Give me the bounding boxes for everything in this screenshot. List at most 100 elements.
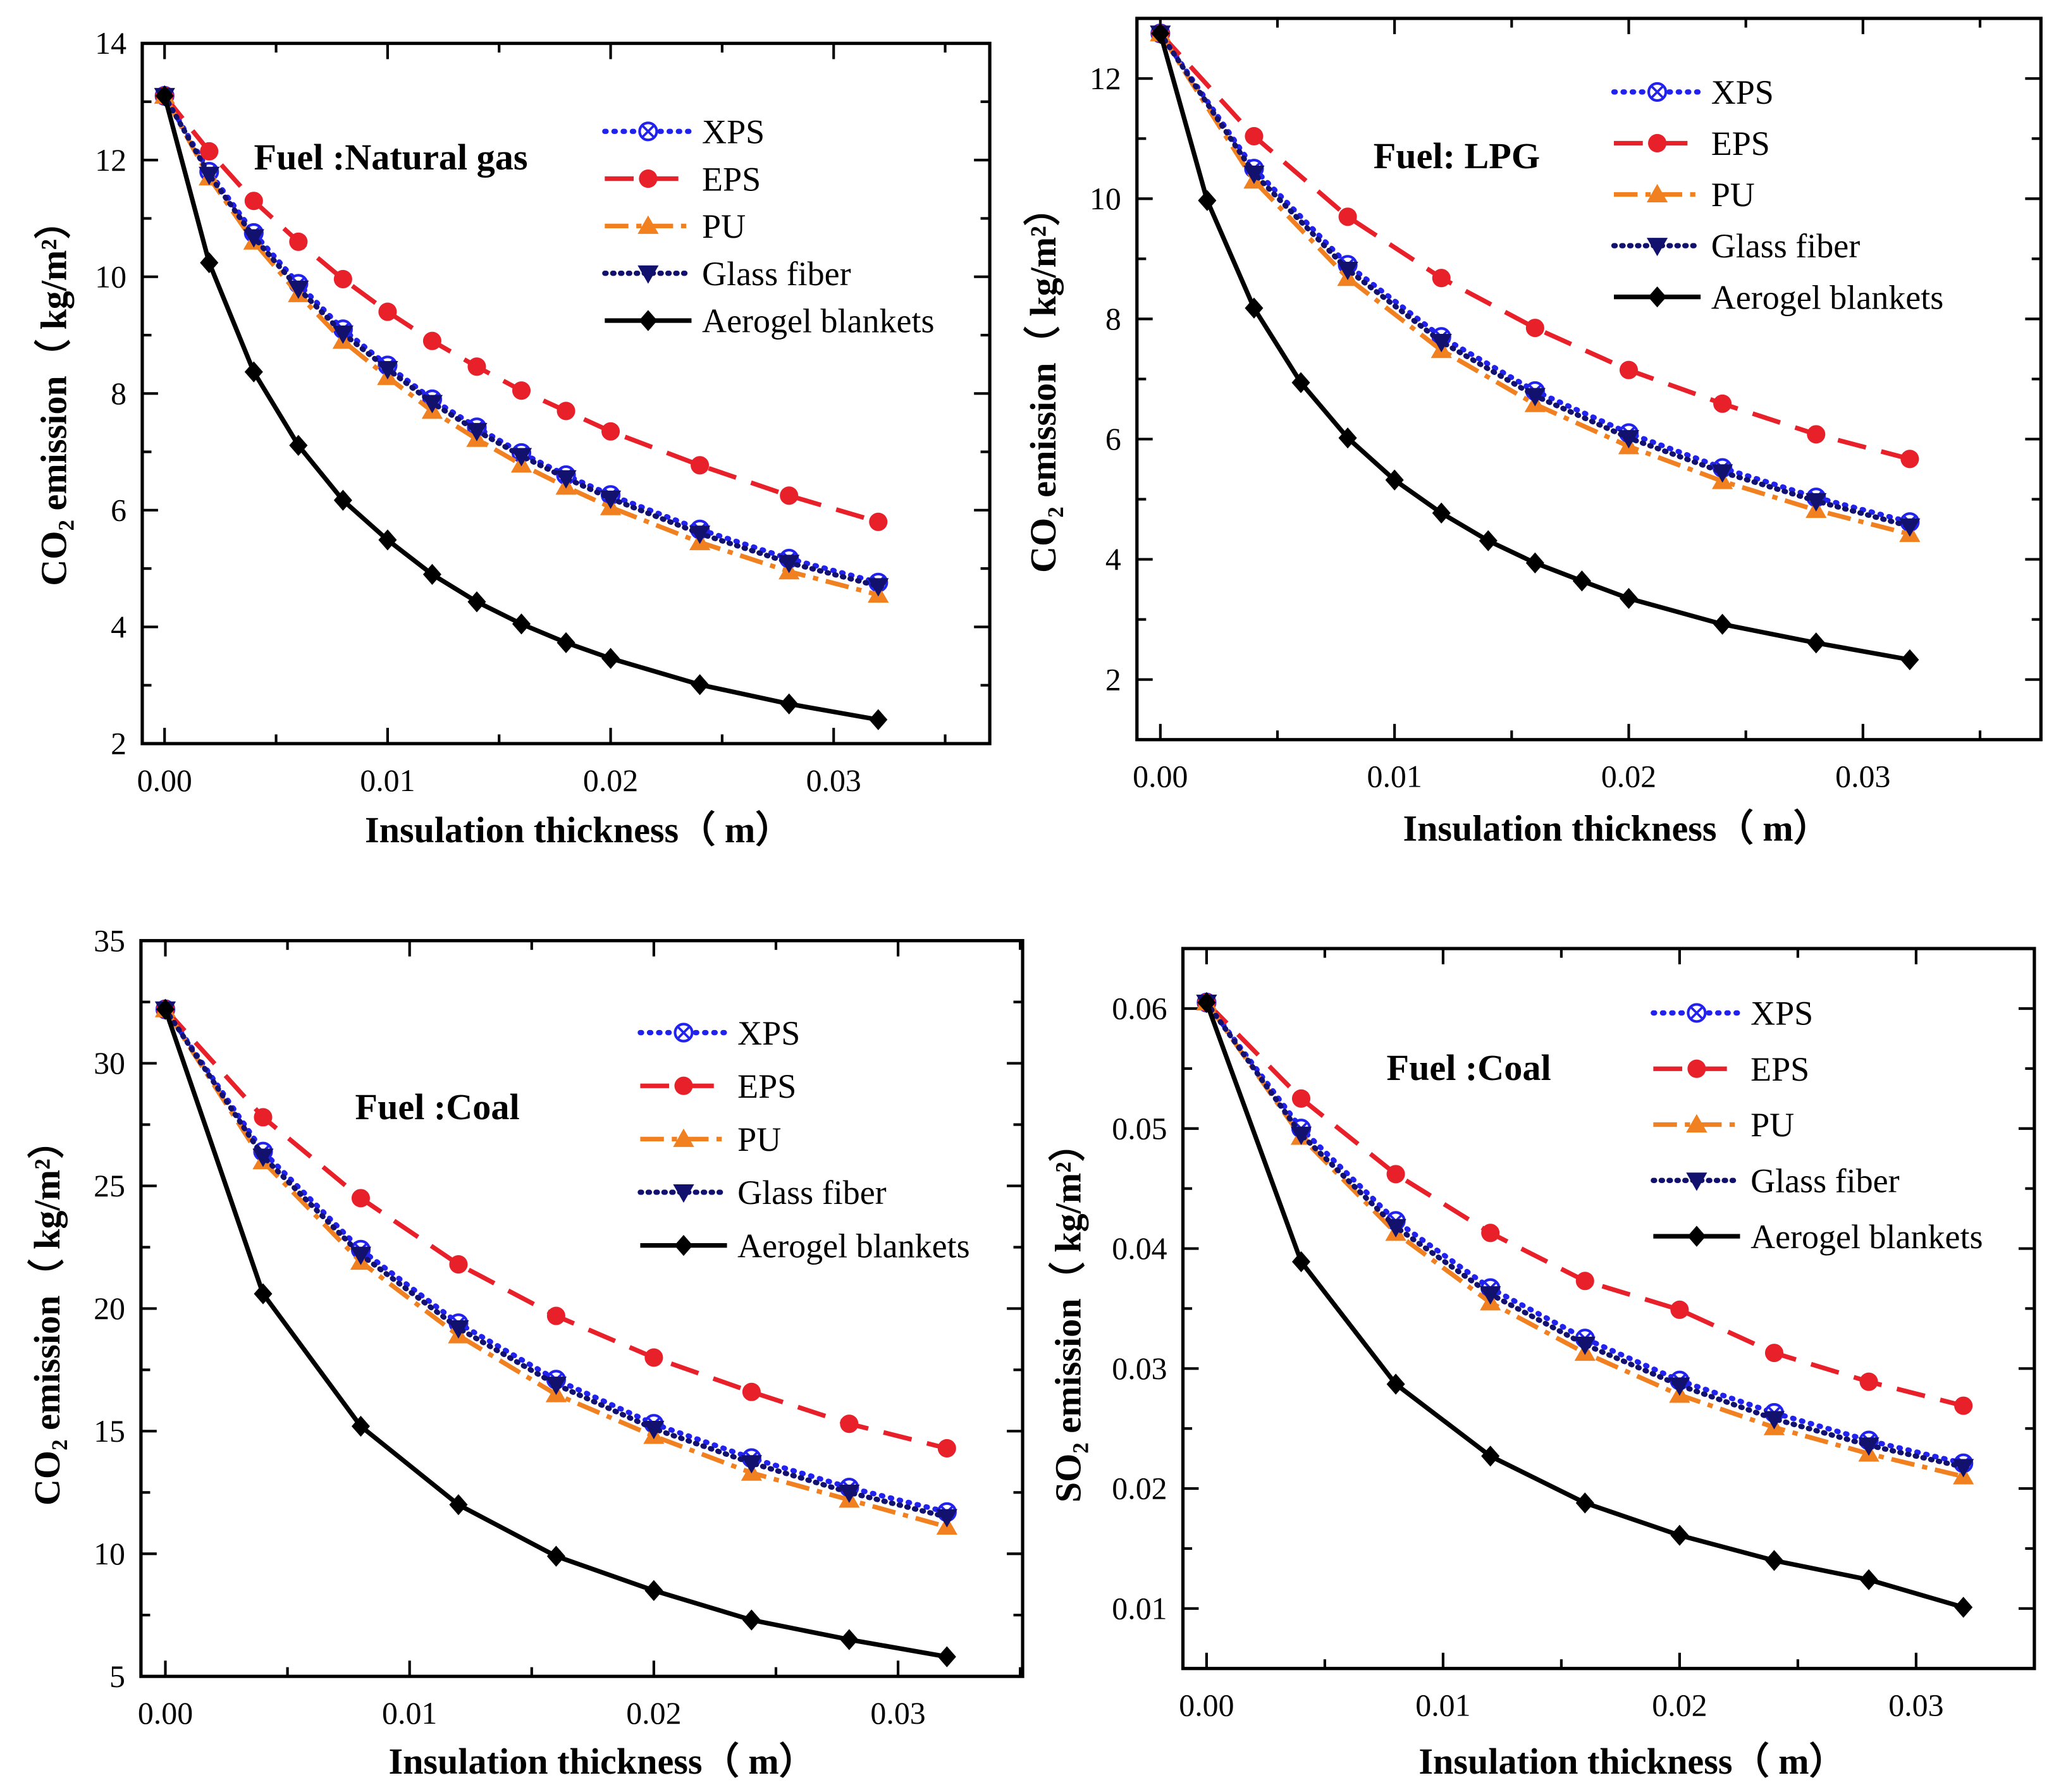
data-point: [254, 1108, 273, 1127]
data-point: [378, 529, 397, 551]
data-point: [1480, 1286, 1501, 1305]
data-point: [869, 512, 888, 531]
data-point: [1669, 1377, 1690, 1396]
data-point: [289, 232, 308, 251]
plot-frame: [1181, 947, 2036, 1671]
legend-label: PU: [702, 207, 746, 245]
panel-title: Fuel :Natural gas: [254, 137, 528, 178]
y-tick-label: 0.01: [1112, 1591, 1167, 1626]
data-point: [351, 1415, 371, 1437]
legend-entry: EPS: [1614, 125, 1770, 163]
legend-label: XPS: [1750, 995, 1813, 1033]
data-point: [1151, 23, 1170, 44]
y-tick-label: 4: [111, 610, 126, 644]
x-axis-label: Insulation thickness（ m）: [365, 809, 792, 850]
panel-title: Fuel :Coal: [1387, 1047, 1551, 1088]
legend-marker: [1648, 133, 1667, 153]
data-point: [1711, 464, 1733, 483]
legend-entry: Aerogel blankets: [1653, 1218, 1983, 1256]
data-point: [1764, 1550, 1784, 1571]
data-point: [421, 395, 443, 414]
data-point: [780, 486, 799, 505]
x-tick-label: 0.00: [137, 763, 192, 798]
legend-entry: XPS: [602, 113, 765, 150]
legend-label: PU: [1711, 176, 1755, 214]
data-point: [200, 252, 219, 274]
data-point: [1432, 502, 1451, 524]
legend-marker: [1647, 82, 1668, 102]
data-point: [1386, 1165, 1405, 1184]
data-point: [600, 490, 622, 510]
legend-label: Aerogel blankets: [737, 1227, 969, 1265]
data-point: [254, 1283, 273, 1304]
y-tick-label: 0.06: [1112, 991, 1167, 1026]
series-aerogel-blankets: [155, 85, 888, 730]
data-point: [937, 1646, 956, 1667]
series-glass-fiber: [1150, 25, 1921, 537]
data-point: [200, 142, 219, 161]
data-point: [839, 1484, 860, 1503]
data-point: [557, 632, 575, 653]
y-tick-label: 10: [95, 259, 126, 294]
data-point: [1197, 991, 1216, 1014]
legend-entry: XPS: [1651, 995, 1813, 1033]
y-axis-label: CO₂ emission（ kg/m²）: [27, 1122, 68, 1506]
data-point: [1954, 1396, 1973, 1415]
x-tick-label: 0.02: [583, 763, 638, 798]
data-point: [1385, 1218, 1406, 1237]
data-point: [422, 563, 441, 585]
data-point: [689, 525, 711, 544]
legend-entry: EPS: [1653, 1050, 1809, 1088]
legend-entry: XPS: [637, 1014, 800, 1052]
legend-entry: PU: [640, 1120, 781, 1158]
legend-marker: [674, 1076, 693, 1095]
x-tick-label: 0.01: [1367, 759, 1422, 794]
legend-marker: [673, 1128, 694, 1147]
y-tick-label: 5: [109, 1659, 125, 1694]
data-point: [449, 1255, 468, 1274]
x-tick-label: 0.00: [1133, 759, 1188, 794]
data-point: [742, 1382, 761, 1401]
legend-entry: Glass fiber: [637, 1174, 887, 1212]
data-point: [1479, 530, 1498, 551]
y-tick-label: 0.03: [1112, 1351, 1167, 1386]
data-point: [156, 998, 175, 1020]
legend-label: EPS: [1711, 125, 1770, 163]
data-point: [448, 1320, 469, 1339]
data-point: [377, 361, 398, 380]
data-point: [1198, 190, 1217, 211]
panel-title: Fuel :Coal: [355, 1086, 520, 1127]
legend-label: Aerogel blankets: [1750, 1218, 1983, 1256]
data-point: [545, 1377, 567, 1396]
y-tick-label: 2: [1105, 662, 1121, 697]
x-tick-label: 0.00: [1179, 1688, 1234, 1722]
data-point: [1481, 1224, 1500, 1243]
y-tick-label: 10: [1090, 181, 1121, 216]
x-tick-label: 0.01: [360, 763, 415, 798]
legend-marker: [1646, 238, 1668, 257]
data-point: [1899, 518, 1921, 537]
data-point: [1575, 1272, 1594, 1291]
data-point: [1900, 649, 1919, 670]
data-point: [741, 1455, 762, 1474]
y-axis-label: CO₂ emission（ kg/m²）: [33, 202, 74, 586]
data-point: [510, 448, 532, 467]
data-point: [1619, 587, 1639, 609]
data-point: [546, 1545, 565, 1567]
y-tick-label: 20: [94, 1291, 125, 1326]
data-point: [1245, 126, 1264, 145]
data-point: [1338, 427, 1357, 449]
data-point: [546, 1306, 565, 1325]
x-tick-label: 0.03: [1888, 1688, 1943, 1722]
legend-marker: [673, 1184, 694, 1203]
series-line: [1159, 32, 1910, 462]
data-point: [937, 1439, 956, 1458]
data-point: [555, 470, 577, 489]
data-point: [1953, 1459, 1974, 1478]
data-point: [644, 1348, 663, 1367]
legend-label: Aerogel blankets: [702, 302, 934, 340]
data-point: [1481, 1445, 1500, 1467]
data-point: [868, 578, 889, 597]
data-point: [512, 613, 531, 635]
legend-entry: EPS: [605, 160, 761, 198]
